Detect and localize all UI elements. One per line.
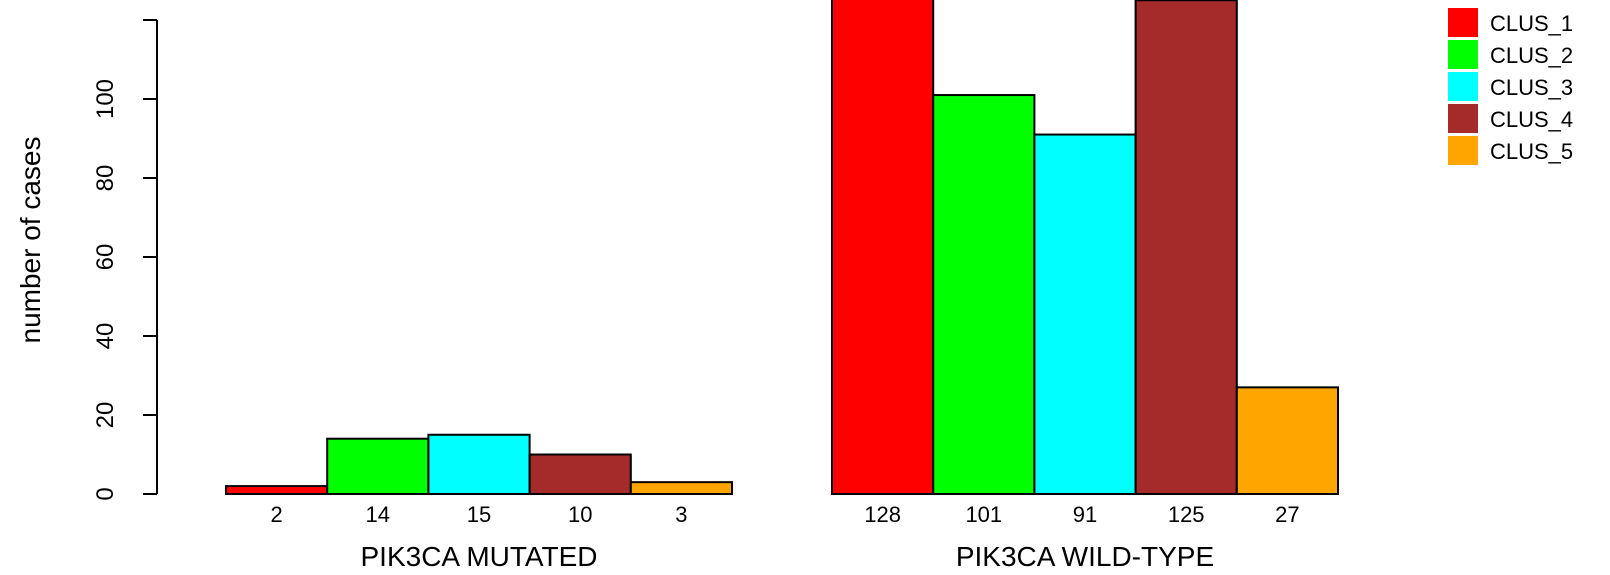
bar-count-label: 15 — [467, 502, 491, 527]
y-tick-label: 0 — [92, 487, 119, 500]
bar — [1235, 386, 1340, 496]
bar-count-label: 27 — [1275, 502, 1299, 527]
legend-label: CLUS_1 — [1490, 11, 1573, 36]
bar — [1134, 0, 1238, 495]
y-tick-label: 80 — [92, 165, 119, 192]
legend-swatch — [1448, 136, 1478, 165]
legend: CLUS_1 CLUS_2 CLUS_3 CLUS_4 CLUS_5 — [1448, 8, 1573, 165]
bar-count-label: 14 — [366, 502, 390, 527]
bar-count-label: 125 — [1168, 502, 1205, 527]
bar — [427, 433, 531, 495]
y-tick-label: 40 — [92, 323, 119, 350]
bar-count-label: 3 — [675, 502, 687, 527]
bar — [932, 94, 1036, 496]
legend-swatch — [1448, 40, 1478, 69]
category-label: PIK3CA MUTATED — [360, 541, 597, 572]
legend-swatch — [1448, 104, 1478, 133]
bars — [225, 0, 1340, 496]
bar-count-label: 101 — [965, 502, 1002, 527]
bar-count-label: 91 — [1073, 502, 1097, 527]
bar — [326, 437, 430, 496]
bar-count-label: 2 — [270, 502, 282, 527]
category-labels: PIK3CA MUTATED PIK3CA WILD-TYPE — [360, 541, 1214, 572]
legend-label: CLUS_2 — [1490, 43, 1573, 68]
bar-count-label: 10 — [568, 502, 592, 527]
y-tick-label: 20 — [92, 402, 119, 429]
y-axis-title: number of cases — [15, 137, 46, 344]
bar — [629, 481, 733, 495]
y-tick-label: 60 — [92, 244, 119, 271]
bar — [1033, 133, 1137, 496]
legend-swatch — [1448, 8, 1478, 37]
legend-label: CLUS_3 — [1490, 75, 1573, 100]
legend-swatch — [1448, 72, 1478, 101]
count-labels: 2 14 15 10 3 128 101 91 125 27 — [270, 502, 1299, 527]
bar — [225, 485, 329, 496]
bar — [528, 453, 632, 495]
bar — [831, 0, 935, 495]
legend-label: CLUS_4 — [1490, 107, 1573, 132]
category-label: PIK3CA WILD-TYPE — [956, 541, 1214, 572]
y-tick-label: 100 — [92, 79, 119, 119]
bar-count-label: 128 — [864, 502, 901, 527]
legend-label: CLUS_5 — [1490, 139, 1573, 164]
y-axis: 0 20 40 60 80 100 — [92, 19, 158, 501]
